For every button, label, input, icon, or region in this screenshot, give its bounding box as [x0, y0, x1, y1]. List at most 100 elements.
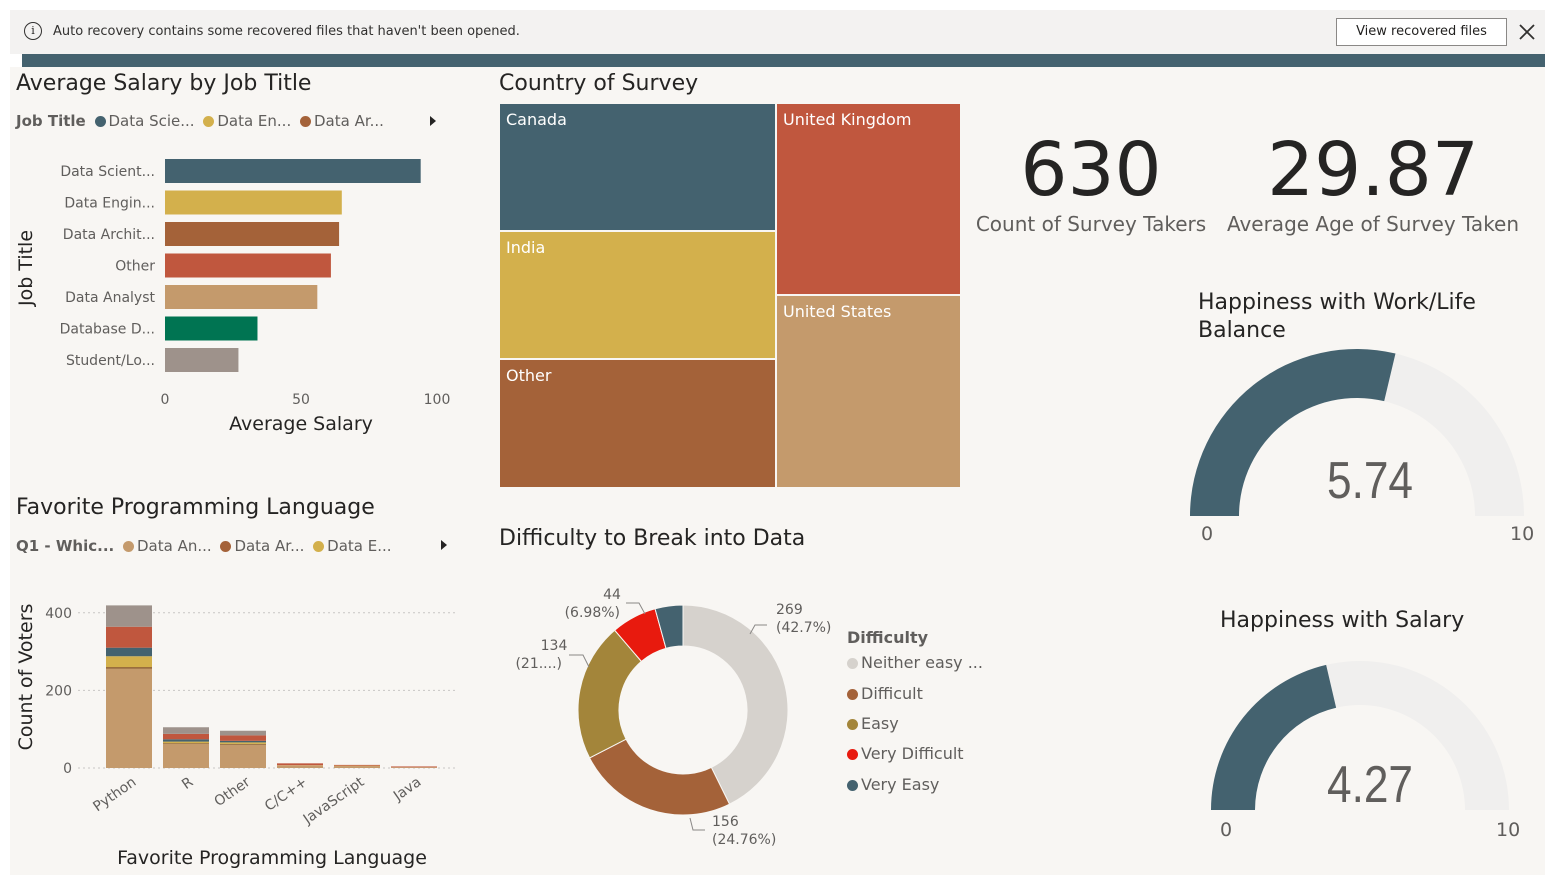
salary-bar[interactable]	[165, 316, 258, 341]
language-category-label: JavaScript	[300, 774, 368, 828]
gauge-worklife	[1190, 349, 1524, 516]
donut-slice[interactable]	[682, 604, 789, 805]
language-bar-segment[interactable]	[220, 735, 266, 741]
language-category-label: Python	[90, 774, 139, 815]
language-chart-title: Favorite Programming Language	[16, 495, 375, 520]
language-bar-segment[interactable]	[220, 730, 266, 736]
language-legend-item[interactable]: Data E...	[309, 537, 392, 555]
treemap-cell-other[interactable]: Other	[499, 359, 776, 488]
recovery-message: Auto recovery contains some recovered fi…	[53, 24, 520, 39]
kpi-count-label: Count of Survey Takers	[975, 212, 1207, 236]
language-category-label: Other	[212, 774, 254, 810]
legend-next-arrow-icon[interactable]	[430, 116, 436, 126]
language-chart-legend: Q1 - Whic... Data An... Data Ar... Data …	[16, 537, 392, 555]
salary-legend-item[interactable]: Data Ar...	[296, 112, 384, 130]
kpi-count-value: 630	[1020, 127, 1162, 213]
language-bar-segment[interactable]	[391, 767, 437, 768]
language-bar-segment[interactable]	[220, 743, 266, 745]
donut-data-percent: (24.76%)	[712, 832, 776, 848]
language-category-label: R	[179, 774, 196, 793]
donut-slice[interactable]	[654, 604, 684, 649]
language-bar-segment[interactable]	[277, 765, 323, 768]
donut-data-label: 134	[541, 638, 568, 654]
difficulty-donut-chart: 269 (42.7%) 156 (24.76%) 134 (21....) 44 (6.98%…	[515, 587, 831, 848]
salary-category-label: Student/Lo...	[66, 353, 155, 369]
salary-legend-item[interactable]: Data En...	[199, 112, 291, 130]
language-bar-segment[interactable]	[163, 733, 209, 740]
salary-bar[interactable]	[165, 285, 318, 309]
language-y-axis-label: Count of Voters	[15, 604, 37, 751]
view-recovered-files-button[interactable]: View recovered files	[1336, 18, 1507, 46]
treemap-cell-united-states[interactable]: United States	[776, 295, 961, 488]
language-bar-segment[interactable]	[220, 744, 266, 768]
language-bar-segment[interactable]	[334, 764, 380, 766]
salary-category-label: Other	[115, 259, 155, 275]
donut-data-label: 156	[712, 814, 739, 830]
salary-chart-title: Average Salary by Job Title	[16, 71, 312, 96]
salary-chart-legend: Job Title Data Scie... Data En... Data A…	[16, 112, 384, 130]
kpi-age-label: Average Age of Survey Taken	[1226, 212, 1520, 236]
salary-x-tick: 50	[292, 392, 310, 408]
language-y-tick: 200	[45, 683, 72, 699]
language-bar-segment[interactable]	[106, 605, 152, 627]
language-bar-segment[interactable]	[106, 668, 152, 768]
donut-leader-line	[569, 654, 590, 668]
salary-bar[interactable]	[165, 253, 331, 278]
gauge-worklife-value: 5.74	[1326, 452, 1414, 510]
language-bar-segment[interactable]	[106, 626, 152, 648]
salary-x-tick: 0	[161, 392, 170, 408]
difficulty-legend-item[interactable]: Very Easy	[847, 775, 939, 794]
language-bar-segment[interactable]	[163, 743, 209, 744]
close-icon[interactable]	[1515, 20, 1539, 44]
language-bar-segment[interactable]	[106, 667, 152, 669]
salary-bar[interactable]	[165, 190, 342, 215]
language-bar-segment[interactable]	[163, 743, 209, 768]
language-bar-segment[interactable]	[220, 742, 266, 744]
salary-bar[interactable]	[165, 348, 239, 372]
donut-data-label: 269	[776, 602, 803, 618]
salary-category-label: Data Engin...	[64, 196, 155, 212]
salary-legend-item[interactable]: Data Scie...	[91, 112, 195, 130]
language-bar-segment[interactable]	[163, 727, 209, 734]
language-y-tick: 400	[45, 606, 72, 622]
salary-category-label: Data Archit...	[63, 227, 155, 243]
language-category-label: C/C++	[262, 774, 310, 814]
info-icon: i	[24, 22, 42, 40]
legend-next-arrow-icon[interactable]	[441, 540, 447, 550]
language-bar-segment[interactable]	[277, 763, 323, 766]
language-bar-segment[interactable]	[163, 741, 209, 744]
gauge-fill	[1190, 349, 1396, 516]
difficulty-legend-item[interactable]: Very Difficult	[847, 744, 964, 763]
language-bar-segment[interactable]	[106, 647, 152, 657]
report-header-bar	[22, 54, 1545, 67]
salary-bar[interactable]	[165, 159, 421, 183]
donut-data-label: 44	[603, 587, 621, 603]
treemap-cell-canada[interactable]: Canada	[499, 103, 776, 231]
language-legend-item[interactable]: Data An...	[119, 537, 212, 555]
donut-leader-line	[689, 817, 705, 831]
language-bar-segment[interactable]	[106, 656, 152, 668]
donut-leader-line	[749, 624, 767, 635]
gauge-salary-max: 10	[1496, 819, 1521, 841]
language-legend-label: Q1 - Whic...	[16, 537, 115, 555]
language-bar-segment[interactable]	[391, 766, 437, 768]
salary-x-axis-label: Average Salary	[229, 413, 373, 435]
recovery-notification-bar: i Auto recovery contains some recovered …	[10, 10, 1545, 54]
salary-bar[interactable]	[165, 222, 340, 246]
donut-slice[interactable]	[588, 738, 731, 816]
language-bar-segment[interactable]	[163, 739, 209, 742]
gauge-salary	[1211, 661, 1509, 810]
donut-data-percent: (21....)	[515, 656, 562, 672]
language-bar-segment[interactable]	[334, 766, 380, 768]
gauge-salary-value: 4.27	[1326, 756, 1414, 814]
salary-bar-chart: Data Scient... Data Engin... Data Archit..…	[15, 159, 450, 435]
difficulty-legend-item[interactable]: Neither easy ...	[847, 653, 983, 672]
donut-leader-line	[626, 602, 646, 615]
treemap-cell-india[interactable]: India	[499, 231, 776, 359]
difficulty-legend-item[interactable]: Easy	[847, 714, 899, 733]
language-bar-segment[interactable]	[220, 740, 266, 743]
language-x-axis-label: Favorite Programming Language	[117, 847, 427, 869]
difficulty-legend-item[interactable]: Difficult	[847, 684, 923, 703]
language-legend-item[interactable]: Data Ar...	[216, 537, 304, 555]
treemap-cell-united-kingdom[interactable]: United Kingdom	[776, 103, 961, 295]
